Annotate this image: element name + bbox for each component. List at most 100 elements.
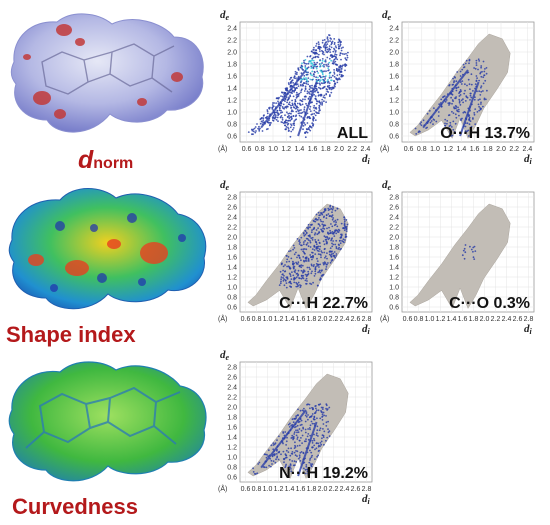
x-tick-label: 1.2	[443, 146, 453, 153]
x-tick-label: 1.2	[274, 486, 284, 493]
y-axis-label: de	[382, 9, 392, 22]
x-tick-label: 0.8	[255, 146, 265, 153]
y-tick-label: 1.2	[227, 98, 237, 105]
fingerprint-background	[409, 203, 511, 309]
x-tick-label: 2.2	[347, 146, 357, 153]
x-tick-label: 1.6	[458, 316, 468, 323]
x-tick-label: 2.6	[513, 316, 523, 323]
dnorm-surface	[2, 2, 212, 142]
spike	[297, 81, 318, 137]
y-tick-label: 1.8	[389, 62, 399, 69]
contact-points	[247, 34, 349, 139]
y-tick-label: 1.0	[227, 285, 237, 292]
y-tick-label: 1.4	[389, 265, 399, 272]
x-unit-label: (Å)	[218, 484, 227, 493]
y-axis-label: de	[382, 179, 392, 192]
x-tick-label: 1.0	[263, 486, 273, 493]
spike	[260, 409, 307, 469]
x-tick-label: 0.8	[417, 146, 427, 153]
x-tick-label: 2.2	[329, 486, 339, 493]
x-tick-label: 0.6	[403, 316, 413, 323]
plot-label: N···H 19.2%	[279, 465, 368, 482]
y-tick-label: 2.0	[389, 235, 399, 242]
x-tick-label: 1.2	[281, 146, 291, 153]
x-tick-label: 1.6	[470, 146, 480, 153]
x-tick-label: 2.4	[340, 486, 350, 493]
x-tick-label: 1.6	[296, 316, 306, 323]
contact-points	[252, 403, 331, 477]
y-tick-label: 1.6	[389, 255, 399, 262]
y-tick-label: 1.0	[227, 110, 237, 117]
x-tick-label: 0.8	[414, 316, 424, 323]
x-tick-label: 0.6	[404, 146, 414, 153]
x-axis-label: di	[362, 153, 371, 166]
y-tick-label: 1.6	[389, 74, 399, 81]
y-tick-label: 1.6	[227, 255, 237, 262]
y-tick-label: 0.6	[389, 305, 399, 312]
shape-index-surface	[2, 178, 212, 318]
x-tick-label: 2.8	[362, 486, 372, 493]
curvedness-surface	[2, 352, 212, 492]
y-tick-label: 1.6	[227, 74, 237, 81]
x-tick-label: 2.6	[351, 486, 361, 493]
y-tick-label: 2.4	[227, 385, 237, 392]
y-tick-label: 0.6	[389, 134, 399, 141]
y-tick-label: 1.0	[227, 455, 237, 462]
y-tick-label: 2.2	[389, 225, 399, 232]
contact-points	[414, 58, 488, 137]
y-tick-label: 1.8	[227, 415, 237, 422]
y-tick-label: 1.0	[389, 110, 399, 117]
x-tick-label: 2.2	[509, 146, 519, 153]
fingerprint-plot-n-h: 2.8 2.6 2.4 2.2 2.0 1.8 1.6 1.4 1.2 1.0 0.8 0.6 0.6 0…	[216, 348, 378, 506]
plot-label: O···H 13.7%	[440, 125, 530, 142]
x-tick-label: 1.8	[469, 316, 479, 323]
y-tick-label: 0.8	[389, 295, 399, 302]
y-tick-label: 2.8	[389, 195, 399, 202]
x-axis-label: di	[362, 493, 371, 506]
x-unit-label: (Å)	[380, 314, 389, 323]
x-tick-label: 2.2	[329, 316, 339, 323]
y-axis-label: de	[220, 179, 230, 192]
spike	[422, 69, 469, 129]
y-tick-label: 0.8	[389, 122, 399, 129]
x-tick-label: 1.8	[483, 146, 493, 153]
y-tick-label: 2.8	[227, 195, 237, 202]
fingerprint-plot-c-h: 2.8 2.6 2.4 2.2 2.0 1.8 1.6 1.4 1.2 1.0 0.8 0.6 0.6 0…	[216, 178, 378, 336]
x-tick-label: 0.8	[252, 486, 262, 493]
y-tick-label: 0.6	[227, 475, 237, 482]
y-tick-label: 0.8	[227, 122, 237, 129]
y-tick-label: 2.2	[227, 395, 237, 402]
dnorm-label: dnorm	[78, 146, 134, 174]
y-tick-label: 2.2	[227, 225, 237, 232]
x-tick-label: 1.8	[307, 316, 317, 323]
x-tick-label: 1.2	[274, 316, 284, 323]
y-tick-label: 1.8	[227, 245, 237, 252]
y-tick-label: 2.0	[389, 50, 399, 57]
y-tick-label: 1.2	[389, 98, 399, 105]
y-tick-label: 1.2	[389, 275, 399, 282]
y-tick-label: 1.8	[389, 245, 399, 252]
spike	[459, 81, 480, 137]
x-tick-label: 1.4	[295, 146, 305, 153]
y-tick-label: 1.2	[227, 445, 237, 452]
shape-index-label: Shape index	[6, 322, 136, 347]
x-tick-label: 0.6	[242, 146, 252, 153]
y-tick-label: 2.0	[227, 235, 237, 242]
y-tick-label: 2.0	[227, 405, 237, 412]
y-tick-label: 2.0	[227, 50, 237, 57]
x-axis-label: di	[362, 323, 371, 336]
x-tick-label: 1.6	[308, 146, 318, 153]
x-tick-label: 1.4	[447, 316, 457, 323]
x-unit-label: (Å)	[380, 144, 389, 153]
contact-points	[461, 244, 477, 260]
x-tick-label: 1.0	[263, 316, 273, 323]
x-tick-label: 2.8	[362, 316, 372, 323]
x-tick-label: 1.4	[285, 316, 295, 323]
y-tick-label: 2.2	[227, 38, 237, 45]
x-tick-label: 2.4	[502, 316, 512, 323]
x-tick-label: 1.6	[296, 486, 306, 493]
plot-label: C···O 0.3%	[449, 295, 530, 312]
y-tick-label: 2.6	[389, 205, 399, 212]
x-tick-label: 2.4	[361, 146, 371, 153]
y-tick-label: 2.8	[227, 365, 237, 372]
